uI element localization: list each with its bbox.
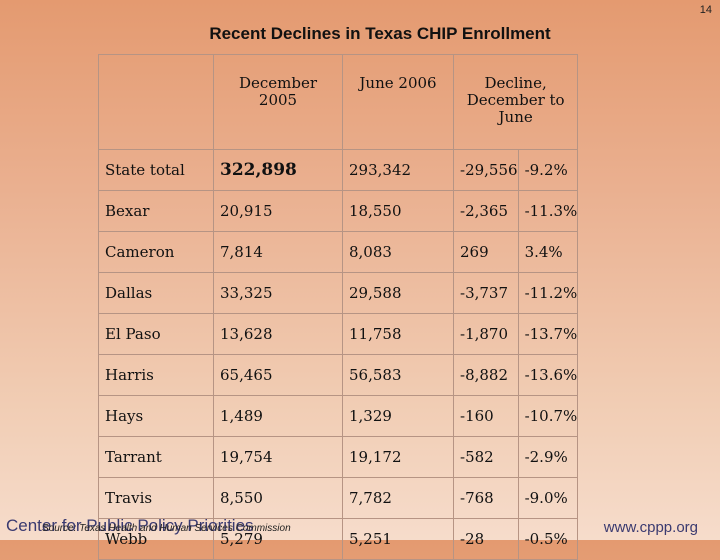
december-value: 13,628 xyxy=(213,313,343,355)
county-label: State total xyxy=(98,149,214,191)
decline-value: -160 xyxy=(453,395,519,437)
percent-change: -11.2% xyxy=(517,272,579,314)
percent-change: -2.9% xyxy=(517,436,579,478)
county-label: Tarrant xyxy=(98,436,214,478)
header-december-2005: December 2005 xyxy=(213,54,343,150)
june-value: 18,550 xyxy=(342,190,454,232)
source-note: Source: Texas Health and Human Services … xyxy=(42,523,291,534)
slide-number: 14 xyxy=(699,4,712,16)
county-label: Dallas xyxy=(98,272,214,314)
december-value: 65,465 xyxy=(213,354,343,396)
table-row: El Paso 13,628 11,758 -1,870 -13.7% xyxy=(98,313,579,355)
table-row: Dallas 33,325 29,588 -3,737 -11.2% xyxy=(98,272,579,314)
decline-value: 269 xyxy=(453,231,519,273)
decline-value: -29,556 xyxy=(453,149,519,191)
table-row: Harris 65,465 56,583 -8,882 -13.6% xyxy=(98,354,579,396)
decline-value: -3,737 xyxy=(453,272,519,314)
percent-change: -13.7% xyxy=(517,313,579,355)
percent-change: 3.4% xyxy=(517,231,579,273)
june-value: 19,172 xyxy=(342,436,454,478)
table-header-row: December 2005 June 2006 Decline, Decembe… xyxy=(98,54,579,150)
percent-change: -10.7% xyxy=(517,395,579,437)
june-value: 29,588 xyxy=(342,272,454,314)
org-name: Center for Public Policy Priorities xyxy=(6,516,254,535)
decline-value: -1,870 xyxy=(453,313,519,355)
table-row: Hays 1,489 1,329 -160 -10.7% xyxy=(98,395,579,437)
county-label: Hays xyxy=(98,395,214,437)
decline-value: -2,365 xyxy=(453,190,519,232)
org-url: www.cppp.org xyxy=(603,519,698,536)
june-value: 8,083 xyxy=(342,231,454,273)
header-decline: Decline, December to June xyxy=(452,54,579,150)
december-value: 33,325 xyxy=(213,272,343,314)
december-value: 1,489 xyxy=(213,395,343,437)
county-label: Travis xyxy=(98,477,214,519)
june-value: 11,758 xyxy=(342,313,454,355)
county-label: Cameron xyxy=(98,231,214,273)
june-value: 5,251 xyxy=(342,518,454,560)
header-june-2006: June 2006 xyxy=(342,54,454,150)
table-row: Travis 8,550 7,782 -768 -9.0% xyxy=(98,477,579,519)
december-value: 19,754 xyxy=(213,436,343,478)
page-title: Recent Declines in Texas CHIP Enrollment xyxy=(209,24,551,43)
decline-value: -768 xyxy=(453,477,519,519)
percent-change: -9.0% xyxy=(517,477,579,519)
december-value: 8,550 xyxy=(213,477,343,519)
table-row: Bexar 20,915 18,550 -2,365 -11.3% xyxy=(98,190,579,232)
june-value: 293,342 xyxy=(342,149,454,191)
county-label: El Paso xyxy=(98,313,214,355)
decline-value: -582 xyxy=(453,436,519,478)
december-value: 322,898 xyxy=(213,149,343,191)
table-row: State total 322,898 293,342 -29,556 -9.2% xyxy=(98,149,579,191)
june-value: 56,583 xyxy=(342,354,454,396)
percent-change: -9.2% xyxy=(517,149,579,191)
county-label: Harris xyxy=(98,354,214,396)
june-value: 1,329 xyxy=(342,395,454,437)
percent-change: -11.3% xyxy=(517,190,579,232)
percent-change: -0.5% xyxy=(517,518,579,560)
table-row: Tarrant 19,754 19,172 -582 -2.9% xyxy=(98,436,579,478)
county-label: Bexar xyxy=(98,190,214,232)
december-value: 7,814 xyxy=(213,231,343,273)
june-value: 7,782 xyxy=(342,477,454,519)
table-row: Cameron 7,814 8,083 269 3.4% xyxy=(98,231,579,273)
enrollment-table: December 2005 June 2006 Decline, Decembe… xyxy=(98,54,579,560)
december-value: 20,915 xyxy=(213,190,343,232)
decline-value: -8,882 xyxy=(453,354,519,396)
header-cell-blank xyxy=(98,54,214,150)
percent-change: -13.6% xyxy=(517,354,579,396)
decline-value: -28 xyxy=(453,518,519,560)
